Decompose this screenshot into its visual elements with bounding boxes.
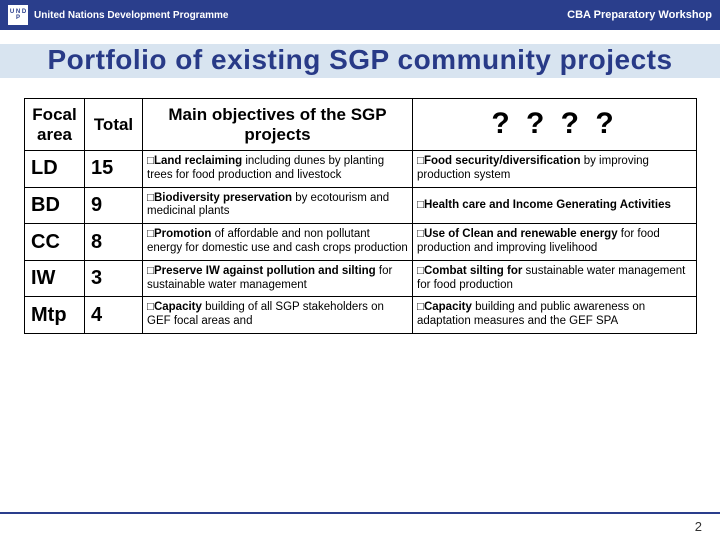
- sgp-table: Focal area Total Main objectives of the …: [24, 98, 697, 334]
- cell-total: 15: [85, 151, 143, 188]
- table-container: Focal area Total Main objectives of the …: [0, 90, 720, 334]
- table-body: LD 15 □Land reclaiming including dunes b…: [25, 151, 697, 334]
- th-objectives: Main objectives of the SGP projects: [143, 99, 413, 151]
- cell-focal-area: BD: [25, 187, 85, 224]
- cell-focal-area: CC: [25, 224, 85, 261]
- table-row: CC 8 □Promotion of affordable and non po…: [25, 224, 697, 261]
- cell-objectives: □Preserve IW against pollution and silti…: [143, 260, 413, 297]
- cell-total: 9: [85, 187, 143, 224]
- cell-focal-area: Mtp: [25, 297, 85, 334]
- cell-total: 8: [85, 224, 143, 261]
- table-row: Mtp 4 □Capacity building of all SGP stak…: [25, 297, 697, 334]
- cell-extra: □Health care and Income Generating Activ…: [413, 187, 697, 224]
- cell-focal-area: IW: [25, 260, 85, 297]
- page-number: 2: [695, 519, 702, 534]
- table-row: IW 3 □Preserve IW against pollution and …: [25, 260, 697, 297]
- th-extra: ? ? ? ?: [413, 99, 697, 151]
- cell-extra: □Use of Clean and renewable energy for f…: [413, 224, 697, 261]
- cell-focal-area: LD: [25, 151, 85, 188]
- cell-objectives: □Capacity building of all SGP stakeholde…: [143, 297, 413, 334]
- cell-extra: □Capacity building and public awareness …: [413, 297, 697, 334]
- org-name: United Nations Development Programme: [34, 10, 228, 21]
- cell-total: 4: [85, 297, 143, 334]
- footer-divider: [0, 512, 720, 514]
- th-focal-area: Focal area: [25, 99, 85, 151]
- cell-objectives: □Land reclaiming including dunes by plan…: [143, 151, 413, 188]
- table-row: BD 9 □Biodiversity preservation by ecoto…: [25, 187, 697, 224]
- cell-objectives: □Biodiversity preservation by ecotourism…: [143, 187, 413, 224]
- cell-objectives: □Promotion of affordable and non polluta…: [143, 224, 413, 261]
- header-bar: U N D P United Nations Development Progr…: [0, 0, 720, 30]
- table-row: LD 15 □Land reclaiming including dunes b…: [25, 151, 697, 188]
- table-header-row: Focal area Total Main objectives of the …: [25, 99, 697, 151]
- workshop-label: CBA Preparatory Workshop: [567, 9, 712, 21]
- slide-title: Portfolio of existing SGP community proj…: [47, 44, 672, 76]
- title-band: Portfolio of existing SGP community proj…: [0, 30, 720, 90]
- cell-total: 3: [85, 260, 143, 297]
- undp-logo: U N D P: [8, 5, 28, 25]
- th-total: Total: [85, 99, 143, 151]
- cell-extra: □Food security/diversification by improv…: [413, 151, 697, 188]
- cell-extra: □Combat silting for sustainable water ma…: [413, 260, 697, 297]
- header-left: U N D P United Nations Development Progr…: [8, 5, 228, 25]
